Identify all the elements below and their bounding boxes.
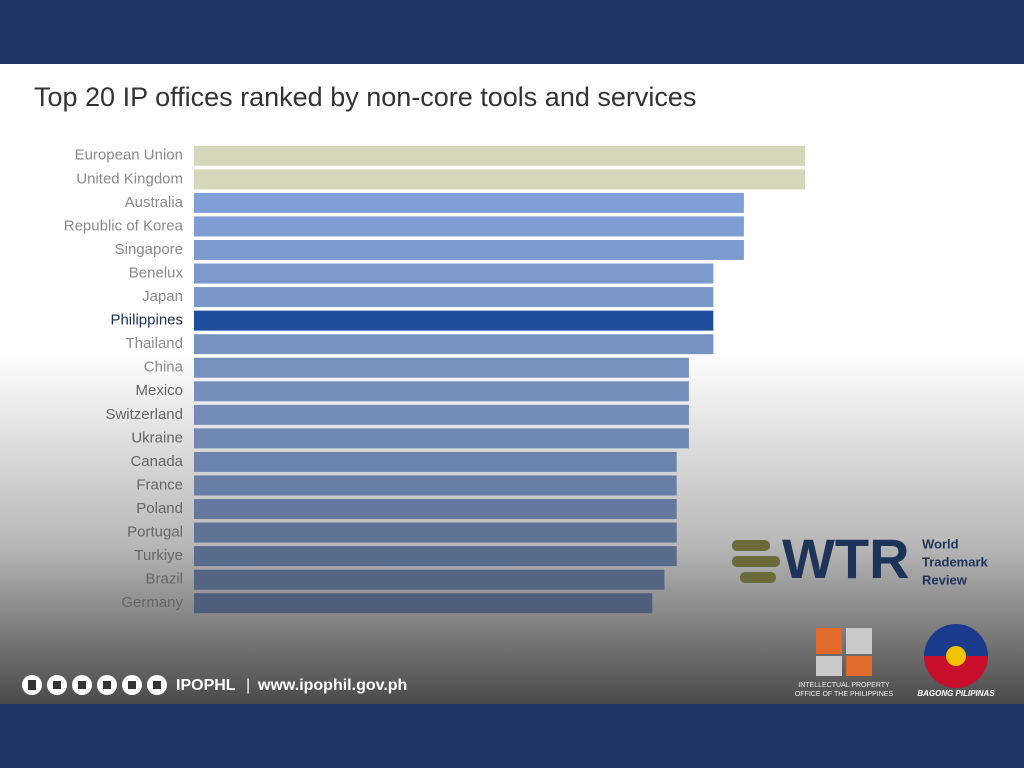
category-label: Republic of Korea: [64, 217, 184, 234]
category-label: France: [136, 476, 183, 493]
bar: [194, 593, 653, 614]
category-label: United Kingdom: [76, 170, 183, 187]
category-label: Philippines: [110, 312, 183, 329]
bar: [194, 334, 714, 355]
category-label: Japan: [142, 288, 183, 305]
category-label: Brazil: [145, 571, 183, 588]
bar: [194, 569, 665, 590]
category-label: Turkiye: [134, 547, 183, 564]
ipophil-text: INTELLECTUAL PROPERTY: [798, 682, 890, 689]
chart-title: Top 20 IP offices ranked by non-core too…: [34, 82, 696, 112]
wtr-name: Trademark: [922, 554, 989, 569]
bar: [194, 499, 677, 520]
bar: [194, 145, 805, 166]
category-label: Switzerland: [105, 406, 183, 423]
bar: [194, 428, 689, 449]
category-label: Canada: [130, 453, 183, 470]
bar: [194, 287, 714, 308]
category-label: Mexico: [135, 382, 183, 399]
bottom-band: [0, 704, 1024, 768]
bagong-logo: [924, 624, 988, 688]
bar: [194, 522, 677, 543]
wtr-logo-text: WTR: [782, 527, 910, 590]
bar: [194, 381, 689, 402]
bar: [194, 451, 677, 472]
category-label: European Union: [75, 147, 183, 164]
category-label: Singapore: [115, 241, 183, 258]
category-label: Portugal: [127, 524, 183, 541]
bar: [194, 310, 714, 331]
category-label: Thailand: [125, 335, 183, 352]
top-band: [0, 0, 1024, 64]
category-label: Germany: [121, 594, 183, 611]
category-label: Ukraine: [131, 429, 183, 446]
category-label: Australia: [125, 194, 184, 211]
wtr-name: Review: [922, 572, 968, 587]
bar: [194, 546, 677, 567]
url: www.ipophil.gov.ph: [257, 677, 407, 694]
wtr-logo: [732, 540, 780, 583]
brand: IPOPHL: [176, 677, 236, 694]
bar: [194, 169, 805, 190]
bar: [194, 404, 689, 425]
bar: [194, 475, 677, 496]
bar: [194, 263, 714, 284]
bar: [194, 216, 744, 237]
category-label: Benelux: [129, 264, 184, 281]
bar: [194, 357, 689, 378]
ipophil-text: OFFICE OF THE PHILIPPINES: [795, 691, 894, 698]
separator: |: [246, 677, 250, 694]
category-label: China: [144, 359, 184, 376]
bar: [194, 239, 744, 260]
bagong-text: BAGONG PILIPINAS: [917, 689, 995, 698]
chart: European Union United Kingdom Australia Rep…: [64, 145, 805, 614]
category-label: Poland: [136, 500, 183, 517]
wtr-name: World: [922, 536, 959, 551]
bar: [194, 192, 744, 213]
ipophil-logo: [816, 628, 872, 676]
social-icons: [22, 675, 167, 695]
